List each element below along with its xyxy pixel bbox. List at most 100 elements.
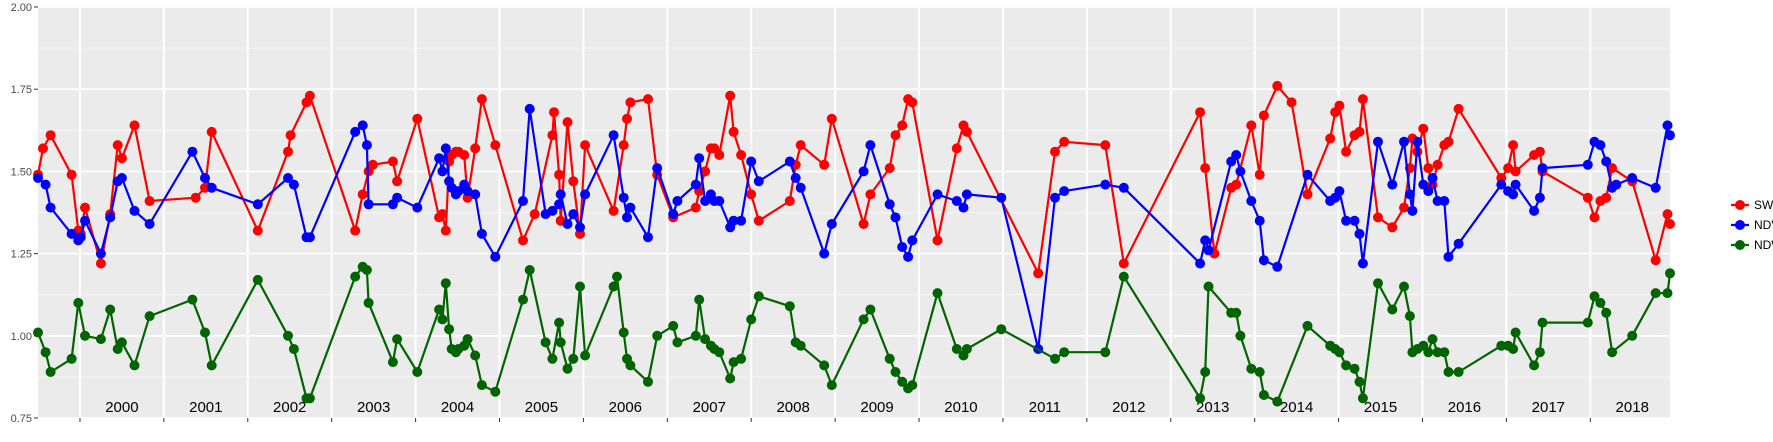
data-point-ndvi	[1662, 120, 1673, 131]
data-point-ndwi	[116, 337, 127, 348]
data-point-ndvi	[437, 166, 448, 177]
data-point-ndwi	[1341, 360, 1352, 371]
data-point-ndvi	[1407, 205, 1418, 216]
legend-label: NDVI	[1754, 218, 1773, 232]
data-point-swir	[1341, 146, 1352, 157]
data-point-ndwi	[462, 334, 473, 345]
data-point-ndwi	[283, 330, 293, 341]
data-point-ndvi	[361, 140, 372, 151]
data-point-ndvi	[700, 196, 711, 206]
data-point-ndvi	[1665, 130, 1675, 141]
data-point-ndwi	[932, 288, 943, 299]
data-point-ndwi	[1272, 396, 1283, 407]
year-label: 2009	[860, 399, 893, 416]
year-label: 2001	[189, 399, 222, 416]
data-point-swir	[1195, 107, 1206, 118]
data-point-swir	[728, 126, 739, 137]
data-point-swir	[884, 163, 895, 174]
data-point-ndvi	[1354, 228, 1365, 239]
data-point-ndwi	[129, 360, 140, 371]
data-point-ndwi	[66, 353, 77, 364]
data-point-ndwi	[1510, 327, 1521, 338]
data-point-ndvi	[45, 202, 56, 213]
year-labels: 2000 2001 2002 2003 2004 2005 2006 2007 2008 2009…	[105, 399, 1649, 416]
data-point-ndvi	[694, 153, 705, 164]
data-point-ndvi	[1582, 159, 1593, 170]
major-gridlines	[38, 6, 1670, 419]
data-point-ndvi	[440, 143, 451, 154]
data-point-ndvi	[996, 192, 1007, 203]
data-point-swir	[1650, 255, 1661, 266]
data-point-ndvi	[1595, 140, 1606, 151]
data-point-swir	[1272, 80, 1283, 91]
data-point-ndvi	[790, 173, 801, 183]
data-point-swir	[753, 215, 764, 226]
year-label: 2018	[1616, 399, 1649, 416]
data-point-swir	[440, 225, 451, 236]
y-tick-label: 1.25	[11, 249, 32, 261]
year-label: 2013	[1196, 399, 1229, 416]
data-point-ndwi	[1453, 367, 1464, 377]
year-label: 2017	[1532, 399, 1565, 416]
data-point-swir	[562, 117, 573, 128]
y-tick-label: 1.00	[11, 331, 32, 343]
data-point-ndwi	[725, 373, 736, 384]
legend: SWIR NDVI NDWI	[1731, 198, 1773, 252]
year-label: 2014	[1280, 399, 1313, 416]
data-point-swir	[1258, 110, 1269, 121]
data-point-swir	[580, 140, 591, 151]
data-point-ndwi	[826, 380, 837, 391]
data-point-swir	[714, 150, 725, 160]
legend-key-point	[1735, 220, 1745, 230]
data-point-swir	[643, 94, 653, 105]
data-point-ndwi	[714, 347, 725, 358]
data-point-ndvi	[1235, 166, 1246, 177]
data-point-ndvi	[652, 163, 663, 174]
data-point-ndvi	[555, 189, 566, 200]
data-point-ndwi	[304, 393, 315, 404]
year-label: 2011	[1029, 399, 1061, 416]
series-layer	[33, 80, 1675, 407]
data-point-swir	[437, 209, 448, 220]
data-point-swir	[470, 143, 481, 154]
legend-label: SWIR	[1754, 198, 1773, 212]
data-point-ndvi	[116, 173, 127, 183]
data-point-swir	[549, 107, 559, 118]
year-label: 2004	[441, 399, 474, 416]
data-point-ndwi	[363, 297, 374, 308]
data-point-ndvi	[129, 205, 140, 216]
year-label: 2002	[273, 399, 306, 416]
data-point-ndvi	[33, 173, 43, 183]
data-point-ndvi	[1508, 189, 1519, 200]
data-point-ndwi	[753, 291, 764, 302]
data-point-ndvi	[1357, 258, 1368, 269]
data-point-ndvi	[618, 192, 629, 203]
data-point-swir	[890, 130, 901, 141]
data-point-ndvi	[518, 196, 528, 206]
data-point-swir	[1231, 179, 1242, 190]
data-point-swir	[350, 225, 361, 236]
data-point-swir	[1246, 120, 1257, 131]
data-point-ndwi	[568, 353, 579, 364]
data-point-ndvi	[1373, 136, 1383, 147]
year-label: 2005	[525, 399, 558, 416]
data-point-ndvi	[1231, 150, 1242, 160]
data-point-ndwi	[1258, 390, 1269, 400]
year-label: 2012	[1112, 399, 1145, 416]
data-point-swir	[897, 120, 908, 131]
data-point-ndvi	[95, 248, 106, 259]
data-point-swir	[961, 126, 972, 137]
data-point-ndwi	[728, 357, 739, 368]
data-point-ndwi	[694, 294, 705, 305]
data-point-ndvi	[1412, 136, 1423, 147]
data-point-ndvi	[453, 186, 464, 197]
data-point-ndvi	[144, 219, 155, 229]
data-point-ndwi	[547, 353, 558, 364]
data-point-ndwi	[1100, 347, 1111, 358]
data-point-ndwi	[80, 330, 90, 341]
data-point-ndvi	[1453, 238, 1464, 249]
data-point-ndwi	[575, 281, 585, 292]
data-point-ndvi	[1302, 169, 1313, 180]
data-point-ndvi	[746, 156, 757, 167]
data-point-ndvi	[1272, 261, 1283, 272]
